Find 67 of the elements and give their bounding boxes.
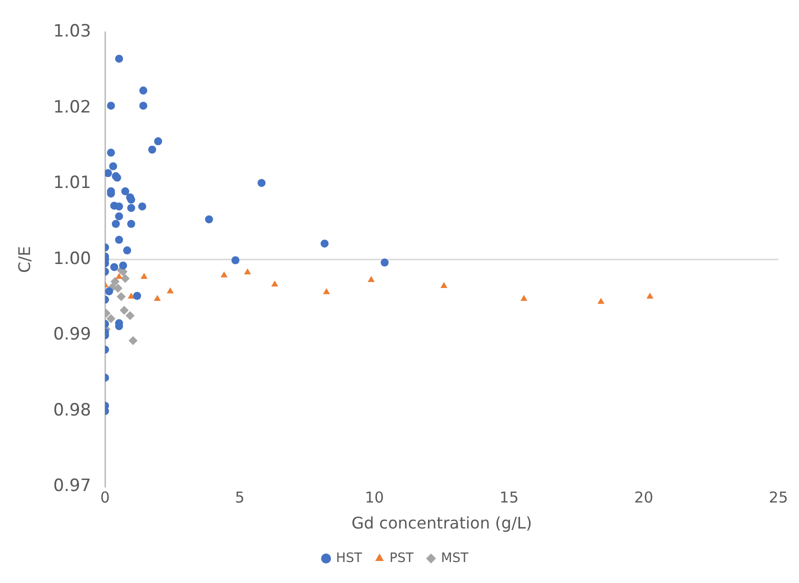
point — [148, 146, 156, 154]
point — [231, 256, 240, 264]
point — [127, 204, 136, 212]
legend-label: MST — [441, 550, 469, 566]
point — [244, 268, 252, 274]
point — [119, 262, 128, 270]
y-tick-label: 0.97 — [53, 476, 92, 496]
y-axis-title: C/E — [14, 246, 34, 273]
point — [520, 294, 528, 301]
point — [646, 292, 654, 299]
x-tick-label: 5 — [234, 488, 245, 507]
legend-label: PST — [390, 550, 414, 566]
point — [127, 220, 136, 228]
x-axis-title: Gd concentration (g/L) — [352, 514, 532, 533]
point — [133, 292, 142, 300]
point — [127, 196, 136, 204]
point — [115, 212, 124, 220]
point — [440, 282, 448, 288]
point — [139, 102, 148, 110]
point — [271, 280, 278, 287]
point — [126, 311, 135, 320]
point — [154, 137, 162, 146]
point — [323, 288, 330, 294]
point — [120, 306, 129, 315]
point — [128, 292, 135, 299]
point — [110, 276, 120, 286]
point — [115, 236, 124, 244]
y-tick-label: 1.01 — [53, 173, 92, 194]
point — [123, 246, 132, 254]
x-tick-label: 15 — [500, 488, 519, 507]
point — [368, 276, 375, 282]
point — [116, 292, 126, 302]
y-tick-label: 1.02 — [53, 97, 92, 118]
point — [205, 215, 214, 224]
point — [380, 258, 389, 267]
y-tick-label: 1.00 — [53, 248, 92, 269]
point — [105, 287, 114, 296]
x-tick-label: 25 — [768, 488, 788, 507]
point — [320, 240, 329, 248]
legend-label: HST — [336, 550, 362, 566]
point — [138, 202, 146, 210]
point — [106, 314, 116, 324]
point — [120, 274, 130, 283]
point — [106, 148, 115, 157]
y-tick-label: 0.98 — [53, 400, 92, 420]
point — [105, 169, 112, 178]
point — [139, 86, 148, 95]
point — [110, 263, 118, 272]
point — [116, 272, 123, 279]
point — [128, 336, 138, 346]
point — [597, 298, 604, 304]
point — [166, 287, 174, 294]
point — [109, 162, 118, 170]
y-tick-label: 1.03 — [53, 22, 92, 42]
point — [112, 220, 120, 228]
point — [115, 54, 124, 63]
x-tick-label: 0 — [100, 488, 110, 507]
y-tick-label: 0.99 — [53, 324, 92, 345]
x-tick-label: 20 — [634, 488, 654, 507]
point — [258, 178, 266, 187]
point — [106, 102, 115, 110]
point — [140, 272, 148, 279]
point — [115, 202, 124, 210]
x-tick-label: 10 — [364, 488, 384, 507]
point — [154, 294, 161, 301]
point — [220, 271, 228, 278]
point — [121, 187, 130, 196]
